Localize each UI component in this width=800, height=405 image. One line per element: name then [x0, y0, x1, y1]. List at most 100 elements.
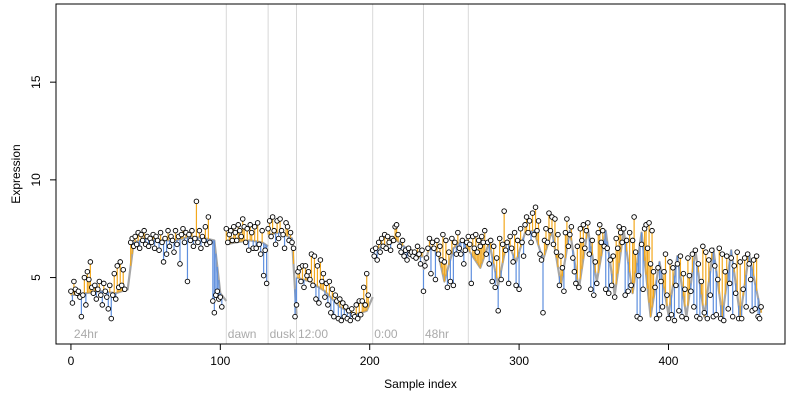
- data-point: [473, 231, 479, 238]
- data-point: [647, 261, 654, 267]
- data-point: [90, 290, 97, 296]
- data-point: [732, 290, 739, 296]
- data-point: [169, 237, 176, 244]
- data-point: [598, 239, 605, 246]
- data-point: [101, 280, 107, 287]
- data-point: [319, 278, 325, 285]
- data-point: [362, 302, 368, 308]
- data-point: [428, 270, 434, 277]
- data-point: [87, 259, 94, 265]
- data-point: [688, 288, 694, 294]
- data-point: [242, 239, 249, 246]
- data-point: [343, 304, 349, 310]
- phase-label: 24hr: [74, 327, 98, 341]
- data-point: [605, 290, 612, 296]
- data-point: [561, 288, 567, 294]
- data-point: [314, 263, 321, 269]
- data-point: [622, 292, 628, 298]
- data-point: [531, 231, 537, 238]
- data-point: [685, 255, 691, 261]
- data-point: [534, 227, 540, 234]
- data-point: [726, 280, 733, 287]
- data-point: [756, 315, 763, 322]
- data-point: [671, 317, 678, 324]
- data-point: [504, 239, 510, 246]
- data-point: [69, 300, 76, 306]
- data-point: [576, 284, 582, 291]
- data-point: [667, 259, 673, 265]
- data-point: [600, 227, 606, 234]
- data-point: [513, 282, 519, 289]
- data-point: [629, 237, 636, 244]
- data-point: [349, 306, 355, 312]
- data-point: [411, 249, 418, 255]
- data-point: [259, 227, 265, 234]
- data-point: [731, 263, 737, 269]
- data-point: [189, 227, 195, 234]
- data-point: [251, 224, 258, 230]
- data-point: [201, 237, 207, 244]
- y-tick-label: 10: [29, 173, 43, 187]
- data-point: [398, 249, 404, 255]
- data-point: [679, 313, 685, 320]
- data-point: [363, 270, 370, 277]
- data-point: [186, 231, 192, 238]
- data-point: [495, 308, 501, 314]
- data-point: [138, 231, 144, 238]
- data-point: [234, 237, 240, 244]
- data-point: [499, 241, 506, 248]
- data-point: [698, 278, 705, 285]
- data-point: [325, 302, 331, 308]
- data-point: [662, 251, 669, 257]
- data-point: [302, 263, 309, 269]
- data-point: [574, 243, 581, 250]
- data-point: [573, 280, 579, 287]
- data-point: [293, 302, 300, 308]
- data-point: [529, 210, 536, 216]
- data-point: [329, 286, 336, 293]
- data-point: [78, 313, 85, 320]
- data-point: [96, 278, 103, 285]
- data-point: [619, 239, 625, 246]
- data-point: [311, 253, 318, 259]
- data-point: [423, 255, 430, 261]
- data-point: [652, 284, 658, 291]
- data-point: [498, 276, 504, 283]
- data-point: [683, 315, 690, 322]
- data-point: [287, 229, 294, 236]
- data-point: [458, 251, 464, 257]
- data-point: [474, 249, 481, 255]
- data-point: [360, 284, 367, 291]
- data-point: [713, 311, 720, 318]
- data-point: [211, 309, 218, 316]
- data-point: [492, 284, 498, 291]
- phase-label: 48hr: [425, 327, 449, 341]
- data-point: [298, 278, 304, 285]
- data-point: [307, 276, 313, 283]
- data-point: [613, 235, 619, 242]
- data-point: [120, 266, 126, 273]
- data-point: [740, 286, 746, 293]
- data-point: [546, 210, 552, 216]
- data-point: [111, 270, 118, 277]
- data-point: [655, 265, 661, 271]
- data-point: [456, 245, 463, 252]
- data-point: [396, 243, 403, 250]
- data-point: [80, 292, 86, 298]
- data-point: [480, 239, 486, 246]
- data-point: [583, 227, 590, 234]
- data-point: [166, 243, 173, 250]
- data-point: [238, 233, 244, 240]
- data-point: [84, 268, 91, 275]
- data-point: [225, 239, 231, 246]
- data-point: [192, 235, 198, 242]
- data-point: [501, 208, 507, 214]
- data-point: [108, 315, 115, 322]
- data-point: [706, 257, 712, 263]
- data-point: [113, 296, 119, 302]
- data-point: [487, 237, 494, 244]
- data-point: [272, 241, 279, 248]
- data-point: [620, 225, 627, 232]
- data-point: [568, 224, 575, 230]
- data-point: [198, 245, 204, 252]
